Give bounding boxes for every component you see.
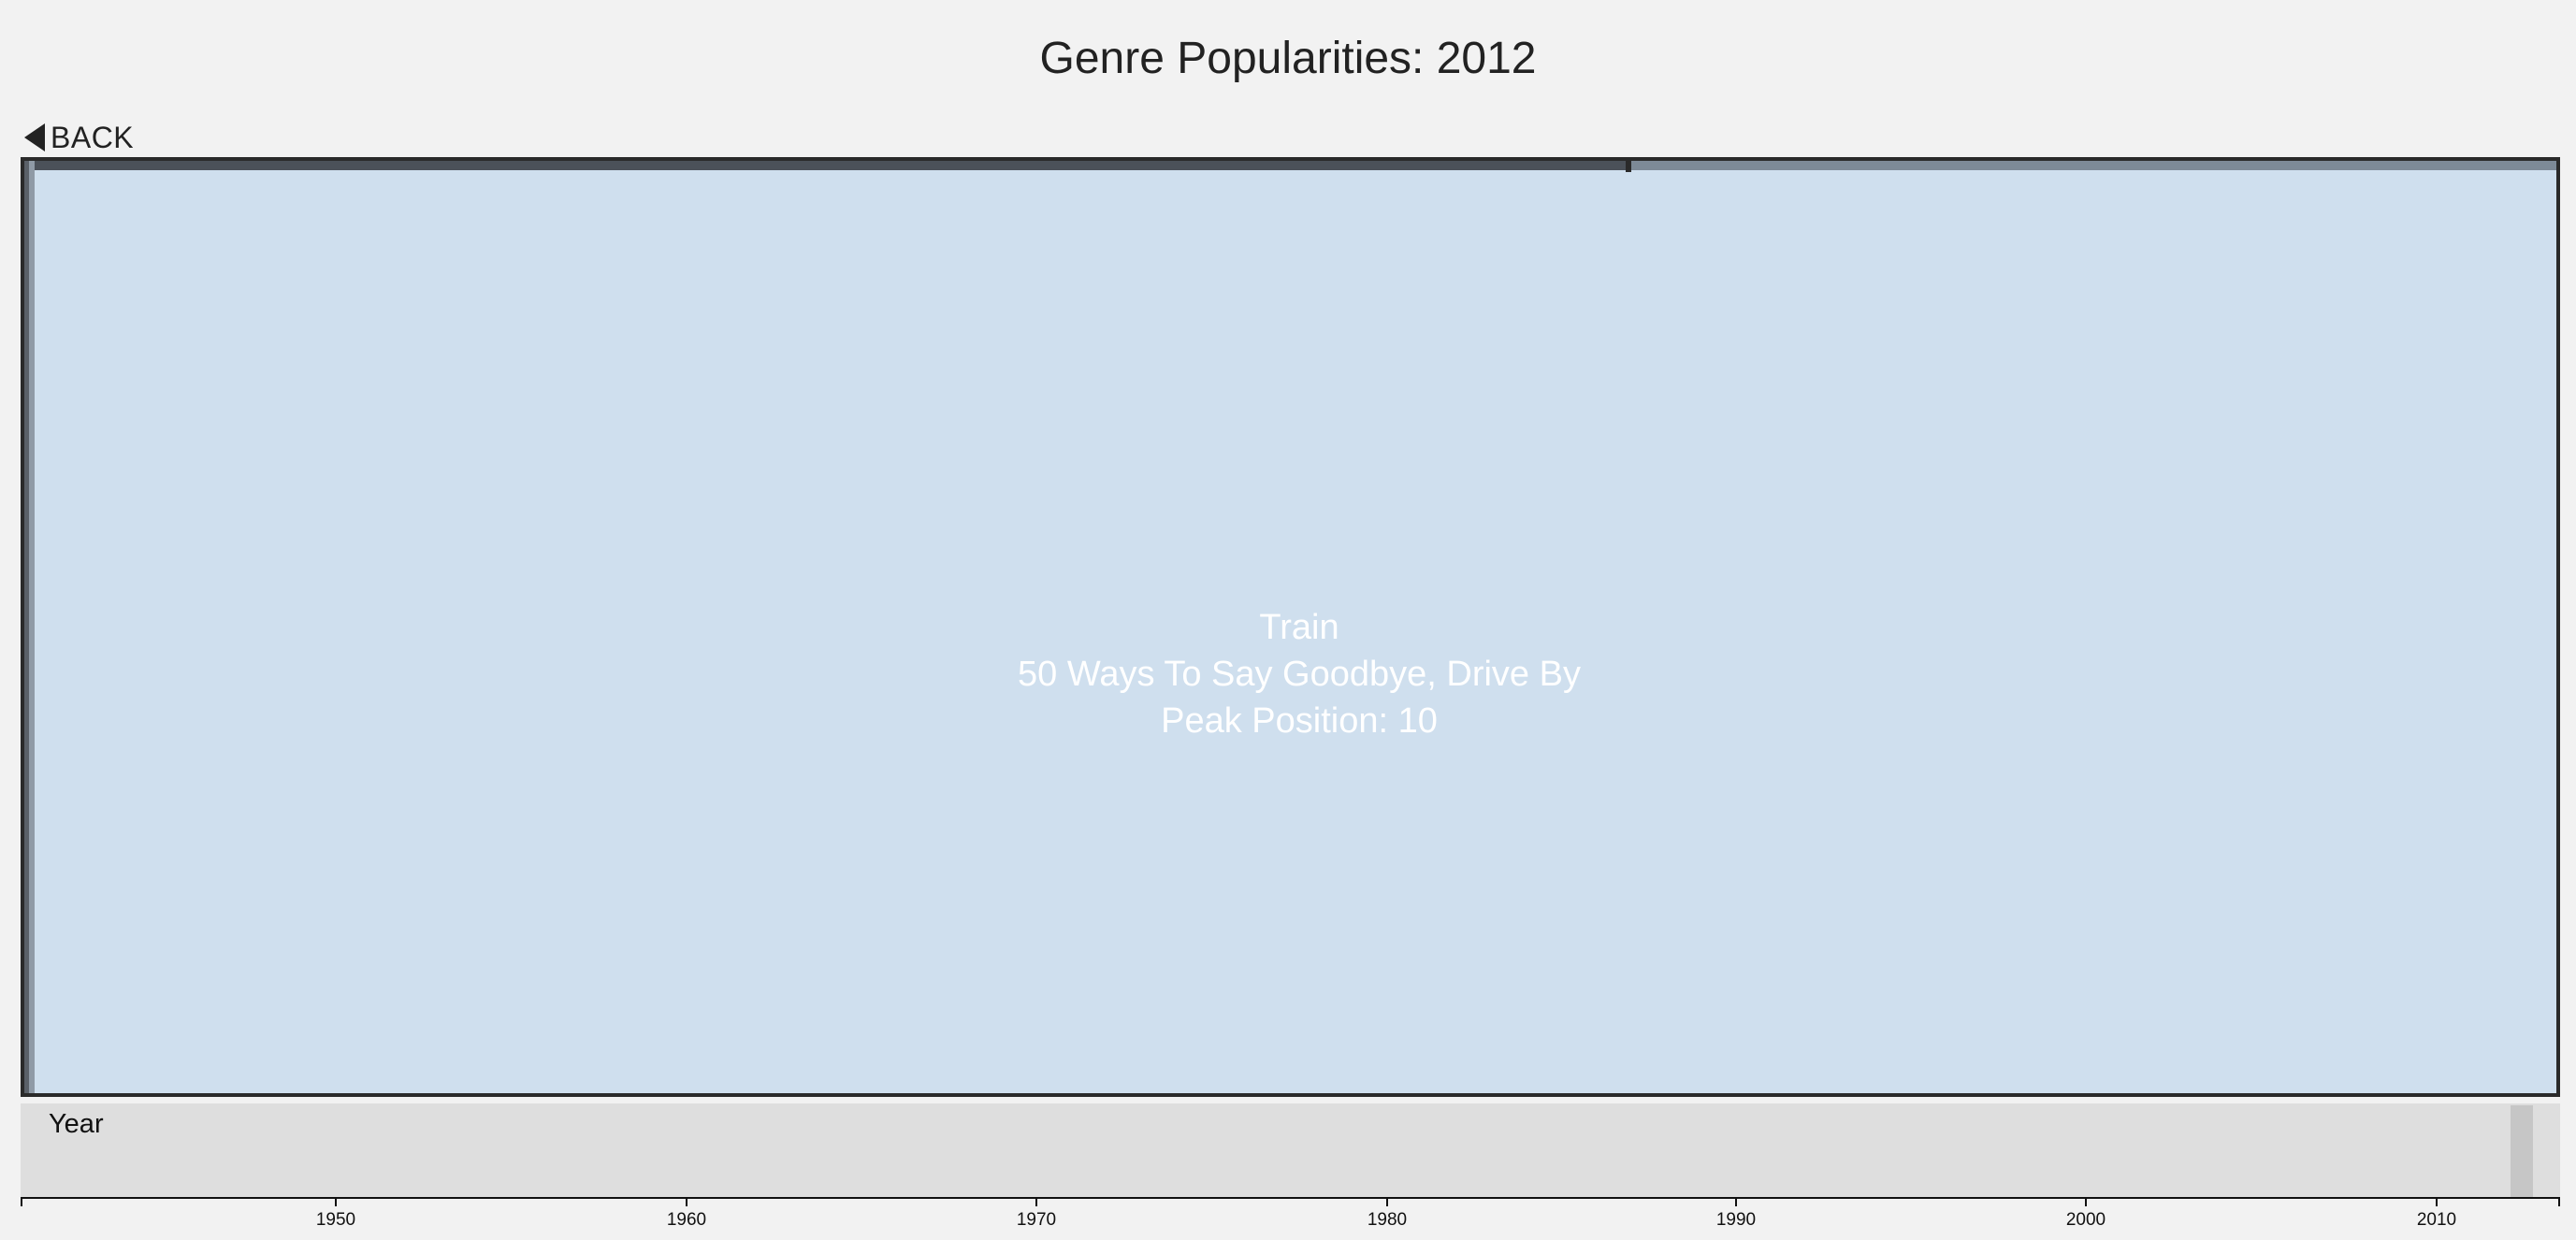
treemap-thin-tile-column-dark[interactable] xyxy=(24,161,29,1093)
axis-tick-label: 1990 xyxy=(1715,1210,1757,1230)
year-timeline[interactable]: Year xyxy=(21,1103,2560,1197)
axis-tick xyxy=(2436,1197,2438,1206)
treemap: Train 50 Ways To Say Goodbye, Drive By P… xyxy=(21,157,2560,1097)
year-axis: 1950 1960 1970 1980 1990 2000 2010 xyxy=(21,1197,2560,1240)
axis-tick xyxy=(335,1197,337,1206)
timeline-label: Year xyxy=(49,1109,104,1139)
axis-tick-label: 1960 xyxy=(666,1210,707,1230)
axis-tick xyxy=(2085,1197,2087,1206)
tile-peak-position: Peak Position: 10 xyxy=(1161,701,1438,741)
treemap-tile-divider xyxy=(1626,161,1631,172)
treemap-thin-tile-dark[interactable] xyxy=(24,161,1628,170)
axis-tick-label: 1970 xyxy=(1016,1210,1057,1230)
tile-artist: Train xyxy=(1259,608,1339,647)
axis-tick xyxy=(686,1197,687,1206)
axis-tick-label: 1980 xyxy=(1367,1210,1408,1230)
year-brush-handle[interactable] xyxy=(2511,1105,2533,1197)
back-label[interactable]: BACK xyxy=(51,120,135,154)
axis-tick-end xyxy=(2558,1197,2560,1206)
axis-tick-label: 1950 xyxy=(315,1210,356,1230)
axis-tick xyxy=(1735,1197,1737,1206)
back-button[interactable]: BACK xyxy=(24,119,134,156)
axis-tick xyxy=(1386,1197,1388,1206)
axis-tick xyxy=(1035,1197,1037,1206)
page-title: Genre Popularities: 2012 xyxy=(1039,34,1537,83)
axis-line xyxy=(21,1197,2560,1199)
tile-songs: 50 Ways To Say Goodbye, Drive By xyxy=(1018,655,1581,694)
axis-tick-label: 2000 xyxy=(2065,1210,2106,1230)
treemap-thin-tile-column[interactable] xyxy=(24,161,35,1093)
axis-tick-label: 2010 xyxy=(2416,1210,2457,1230)
treemap-tile-main[interactable]: Train 50 Ways To Say Goodbye, Drive By P… xyxy=(24,604,2556,744)
caret-left-icon[interactable] xyxy=(24,123,45,151)
axis-tick-start xyxy=(21,1197,22,1206)
